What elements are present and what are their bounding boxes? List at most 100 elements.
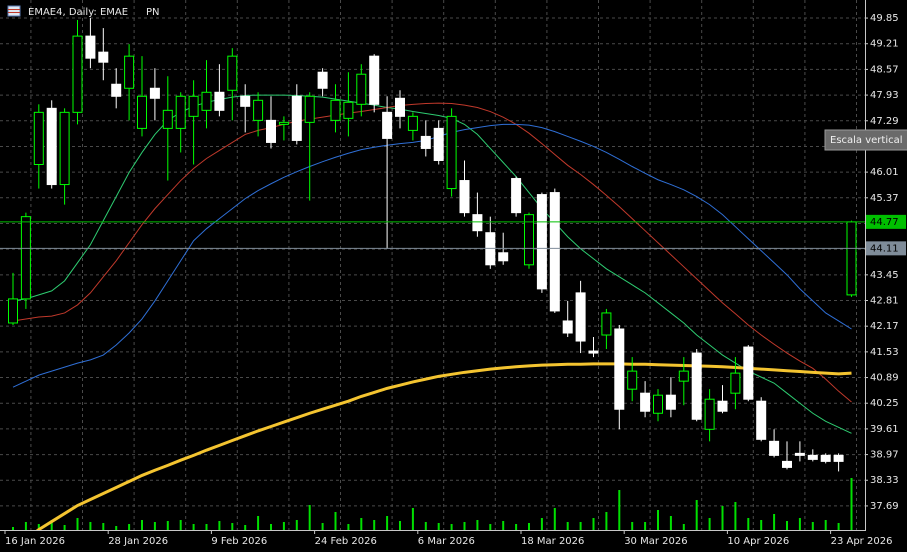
candle-body bbox=[188, 95, 199, 117]
candle-body bbox=[304, 95, 315, 123]
volume-bar bbox=[437, 523, 440, 530]
volume-bar bbox=[63, 525, 66, 530]
candle-body bbox=[807, 454, 818, 460]
tooltip-text: Escala vertical bbox=[830, 135, 903, 146]
candle-body bbox=[278, 121, 289, 125]
candle-body bbox=[162, 109, 173, 129]
volume-bar bbox=[205, 524, 208, 530]
candle-body bbox=[72, 35, 83, 113]
volume-bar bbox=[411, 508, 414, 530]
candle-body bbox=[678, 370, 689, 382]
volume-bar bbox=[540, 518, 543, 530]
price-tag-label: 44.11 bbox=[870, 243, 899, 254]
x-tick-label: 16 Jan 2026 bbox=[5, 536, 65, 547]
volume-bar bbox=[618, 490, 621, 530]
y-tick-label: 47.93 bbox=[870, 90, 899, 101]
candle-body bbox=[833, 454, 844, 462]
candle-body bbox=[20, 216, 31, 300]
candle-body bbox=[369, 55, 380, 105]
x-tick-label: 9 Feb 2026 bbox=[211, 536, 267, 547]
candle-body bbox=[575, 292, 586, 342]
candle-body bbox=[46, 107, 57, 186]
candle-body bbox=[98, 51, 109, 63]
chart-subtitle: PN bbox=[146, 7, 160, 18]
candle-body bbox=[704, 398, 715, 430]
candle-body bbox=[317, 71, 328, 89]
candle-body bbox=[343, 101, 354, 119]
candle-body bbox=[137, 95, 147, 129]
volume-bar bbox=[373, 520, 376, 530]
candle-body bbox=[601, 312, 612, 336]
candle-body bbox=[291, 95, 302, 141]
volume-bar bbox=[592, 518, 595, 530]
candle-body bbox=[33, 111, 44, 165]
y-tick-label: 37.69 bbox=[870, 501, 899, 512]
candle-body bbox=[691, 352, 702, 420]
candle-body bbox=[782, 460, 792, 468]
volume-bar bbox=[747, 518, 750, 530]
candle-body bbox=[433, 127, 444, 161]
volume-bar bbox=[605, 512, 608, 530]
axes: 49.8549.2148.5747.9347.2946.6546.0145.37… bbox=[0, 13, 906, 547]
grid bbox=[0, 0, 865, 530]
moving-average-line bbox=[12, 123, 852, 388]
x-tick-label: 10 Apr 2026 bbox=[727, 536, 789, 547]
volume-bar bbox=[386, 516, 389, 530]
volume-bar bbox=[489, 524, 492, 530]
tooltip: Escala vertical bbox=[824, 129, 907, 151]
volume-bar bbox=[811, 522, 814, 530]
volume-layer bbox=[12, 478, 853, 530]
volume-bar bbox=[424, 522, 427, 530]
volume-bar bbox=[798, 518, 801, 530]
y-tick-label: 49.85 bbox=[870, 13, 899, 24]
y-tick-label: 47.29 bbox=[870, 116, 899, 127]
volume-bar bbox=[579, 522, 582, 530]
moving-average-line bbox=[12, 102, 852, 403]
volume-bar bbox=[721, 506, 724, 530]
symbol-icon bbox=[7, 5, 21, 17]
volume-bar bbox=[12, 527, 14, 530]
chart-title: EMAE4, Daily: EMAE bbox=[28, 7, 128, 18]
candle-body bbox=[511, 178, 522, 214]
x-tick-label: 6 Mar 2026 bbox=[418, 536, 475, 547]
volume-bar bbox=[192, 524, 195, 530]
candle-body bbox=[395, 97, 405, 117]
candle-body bbox=[498, 252, 509, 262]
candle-body bbox=[769, 440, 780, 456]
volume-bar bbox=[295, 520, 298, 530]
candle-body bbox=[446, 115, 457, 190]
price-tag bbox=[866, 214, 906, 229]
y-tick-label: 40.25 bbox=[870, 398, 899, 409]
volume-bar bbox=[657, 510, 659, 530]
volume-bar bbox=[115, 526, 118, 530]
candle-body bbox=[253, 99, 264, 121]
volume-bar bbox=[270, 524, 272, 530]
volume-bar bbox=[682, 524, 685, 530]
candle-body bbox=[640, 392, 651, 412]
candle-body bbox=[214, 91, 225, 111]
candle-body bbox=[59, 111, 70, 186]
y-tick-label: 49.21 bbox=[870, 39, 899, 50]
candle-body bbox=[356, 73, 367, 105]
volume-bar bbox=[773, 514, 776, 530]
volume-bar bbox=[231, 523, 234, 530]
volume-bar bbox=[669, 516, 672, 530]
volume-bar bbox=[695, 500, 698, 530]
x-tick-label: 18 Mar 2026 bbox=[521, 536, 584, 547]
y-tick-label: 45.37 bbox=[870, 193, 899, 204]
volume-bar bbox=[218, 521, 221, 530]
volume-bar bbox=[141, 520, 143, 530]
candle-body bbox=[472, 214, 483, 232]
volume-bar bbox=[734, 502, 737, 530]
moving-average-line bbox=[12, 94, 852, 434]
candle-body bbox=[124, 55, 135, 89]
moving-averages bbox=[12, 94, 852, 530]
volume-bar bbox=[644, 522, 647, 530]
x-tick-label: 30 Mar 2026 bbox=[624, 536, 687, 547]
candle-body bbox=[149, 87, 160, 99]
candle-body bbox=[227, 55, 238, 91]
y-tick-label: 43.45 bbox=[870, 270, 899, 281]
candle-body bbox=[743, 346, 754, 400]
volume-bar bbox=[399, 521, 401, 530]
